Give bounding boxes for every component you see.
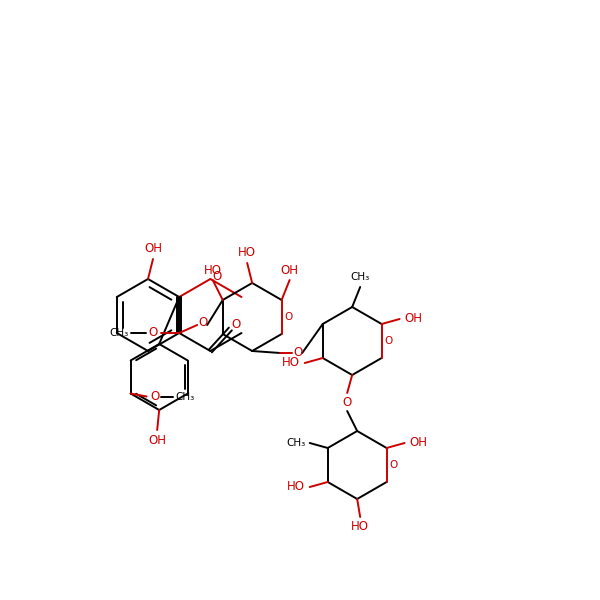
Text: OH: OH xyxy=(281,263,299,277)
Text: O: O xyxy=(149,326,158,340)
Text: O: O xyxy=(150,390,159,403)
Text: O: O xyxy=(389,460,398,470)
Text: O: O xyxy=(385,336,393,346)
Text: CH₃: CH₃ xyxy=(286,438,305,448)
Text: O: O xyxy=(232,317,241,331)
Text: HO: HO xyxy=(351,520,369,533)
Text: O: O xyxy=(213,269,222,283)
Text: O: O xyxy=(343,397,352,409)
Text: CH₃: CH₃ xyxy=(350,272,370,282)
Text: HO: HO xyxy=(287,481,305,493)
Text: CH₃: CH₃ xyxy=(110,328,129,338)
Text: HO: HO xyxy=(282,356,300,370)
Text: OH: OH xyxy=(148,433,166,446)
Text: HO: HO xyxy=(238,247,256,259)
Text: OH: OH xyxy=(144,242,162,256)
Text: CH₃: CH₃ xyxy=(175,391,194,401)
Text: OH: OH xyxy=(410,437,428,449)
Text: HO: HO xyxy=(204,263,222,277)
Text: O: O xyxy=(293,346,303,359)
Text: O: O xyxy=(199,317,208,329)
Text: OH: OH xyxy=(404,313,422,325)
Text: O: O xyxy=(284,312,293,322)
